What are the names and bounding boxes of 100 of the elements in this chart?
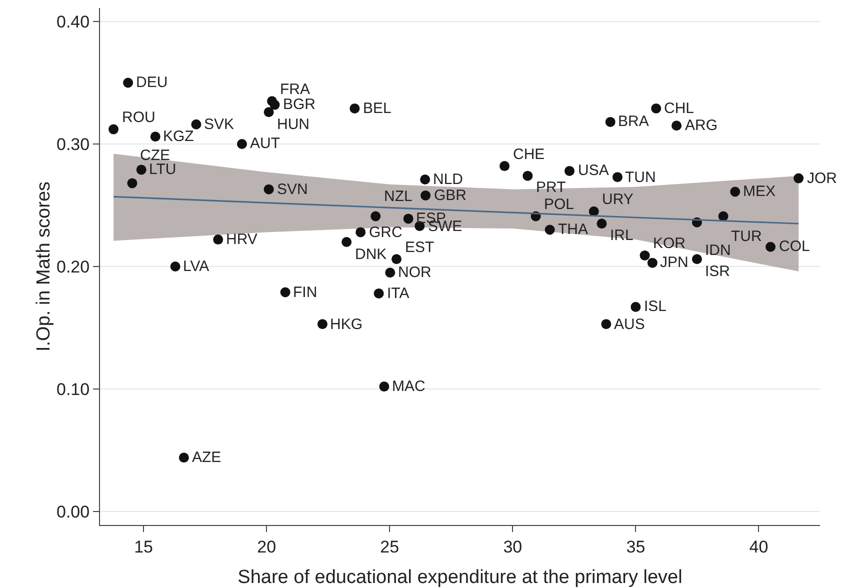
point [766, 242, 776, 252]
point [420, 190, 431, 200]
point [123, 78, 134, 88]
data-label: COL [779, 238, 810, 255]
data-label: SVN [277, 181, 308, 198]
data-label: FIN [293, 284, 318, 301]
point [270, 100, 280, 110]
data-label: MAC [392, 378, 426, 395]
point [136, 164, 146, 175]
data-label: ROU [122, 109, 156, 126]
point [213, 234, 224, 245]
data-label: KGZ [163, 128, 194, 145]
point [150, 132, 160, 142]
data-label: NZL [384, 188, 412, 205]
point [588, 206, 599, 216]
x-axis-title: Share of educational expenditure at the primary level [238, 567, 682, 588]
data-label: BGR [283, 96, 316, 113]
point [730, 186, 740, 197]
data-label: CHL [664, 100, 694, 117]
point [672, 120, 682, 131]
data-label: LTU [149, 161, 176, 178]
data-label: IRL [610, 227, 634, 244]
data-label: NOR [398, 264, 432, 281]
y-tick-label: 0.30 [56, 134, 90, 154]
point [264, 184, 274, 194]
y-tick-label: 0.40 [56, 12, 90, 32]
point [342, 237, 352, 247]
point [647, 258, 658, 268]
point [640, 250, 650, 260]
point [522, 170, 533, 181]
data-label: BEL [363, 100, 392, 117]
data-label: AUS [614, 316, 645, 333]
x-tick-label: 20 [257, 537, 276, 556]
data-label: LVA [183, 258, 210, 275]
data-label: PRT [536, 179, 566, 196]
point [317, 319, 328, 330]
point [236, 138, 247, 149]
point [350, 103, 360, 114]
data-label: ISR [705, 263, 730, 280]
point [564, 166, 574, 176]
point [191, 119, 202, 130]
point [280, 287, 290, 298]
data-label: SVK [204, 116, 234, 133]
data-label: AUT [250, 135, 280, 152]
data-label: TUN [625, 169, 656, 186]
data-label: URY [602, 191, 634, 208]
data-label: TUR [731, 228, 762, 245]
point [718, 211, 728, 222]
x-tick-label: 15 [134, 537, 154, 556]
point [612, 172, 622, 182]
data-label: HUN [277, 116, 310, 133]
data-label: CHE [513, 146, 545, 163]
point [374, 288, 384, 298]
point [403, 214, 414, 224]
point [356, 227, 366, 238]
point [127, 178, 138, 188]
data-label: MEX [743, 183, 776, 200]
data-label: JPN [660, 254, 688, 271]
x-tick-label: 40 [749, 537, 768, 556]
data-label: ISL [644, 298, 667, 315]
y-tick-label: 0.20 [56, 257, 90, 276]
data-label: HRV [226, 231, 258, 248]
point [651, 103, 662, 114]
point [178, 452, 189, 463]
point [601, 319, 612, 330]
point [420, 174, 430, 185]
data-label: HKG [330, 316, 363, 333]
y-tick-label: 0.00 [56, 502, 90, 522]
data-label: GBR [434, 187, 467, 204]
point [379, 382, 390, 392]
y-tick-label: 0.10 [56, 380, 90, 399]
point [500, 161, 510, 172]
point [630, 302, 641, 312]
data-label: BRA [618, 113, 649, 130]
point [392, 254, 402, 264]
data-label: DEU [136, 74, 168, 91]
x-tick-label: 25 [380, 537, 400, 556]
point [794, 173, 804, 184]
point [596, 218, 607, 229]
data-label: EST [405, 239, 434, 256]
data-label: CZE [140, 147, 170, 164]
data-label: FRA [280, 81, 310, 98]
point [605, 116, 616, 127]
data-label: IDN [705, 242, 731, 259]
point [170, 262, 180, 272]
point [692, 254, 702, 264]
data-label: KOR [653, 235, 686, 252]
data-label: GRC [369, 224, 402, 241]
data-label: DNK [355, 246, 387, 263]
data-label: POL [544, 196, 574, 213]
data-label: THA [558, 221, 588, 238]
point [370, 211, 381, 222]
x-tick-label: 30 [503, 537, 522, 556]
data-label: ITA [387, 285, 410, 302]
point [385, 268, 396, 278]
y-axis-title: I.Op. in Math scores [34, 181, 55, 352]
point [544, 224, 555, 235]
x-tick-label: 35 [626, 537, 646, 556]
data-label: USA [578, 162, 609, 179]
data-label: ARG [685, 117, 718, 134]
